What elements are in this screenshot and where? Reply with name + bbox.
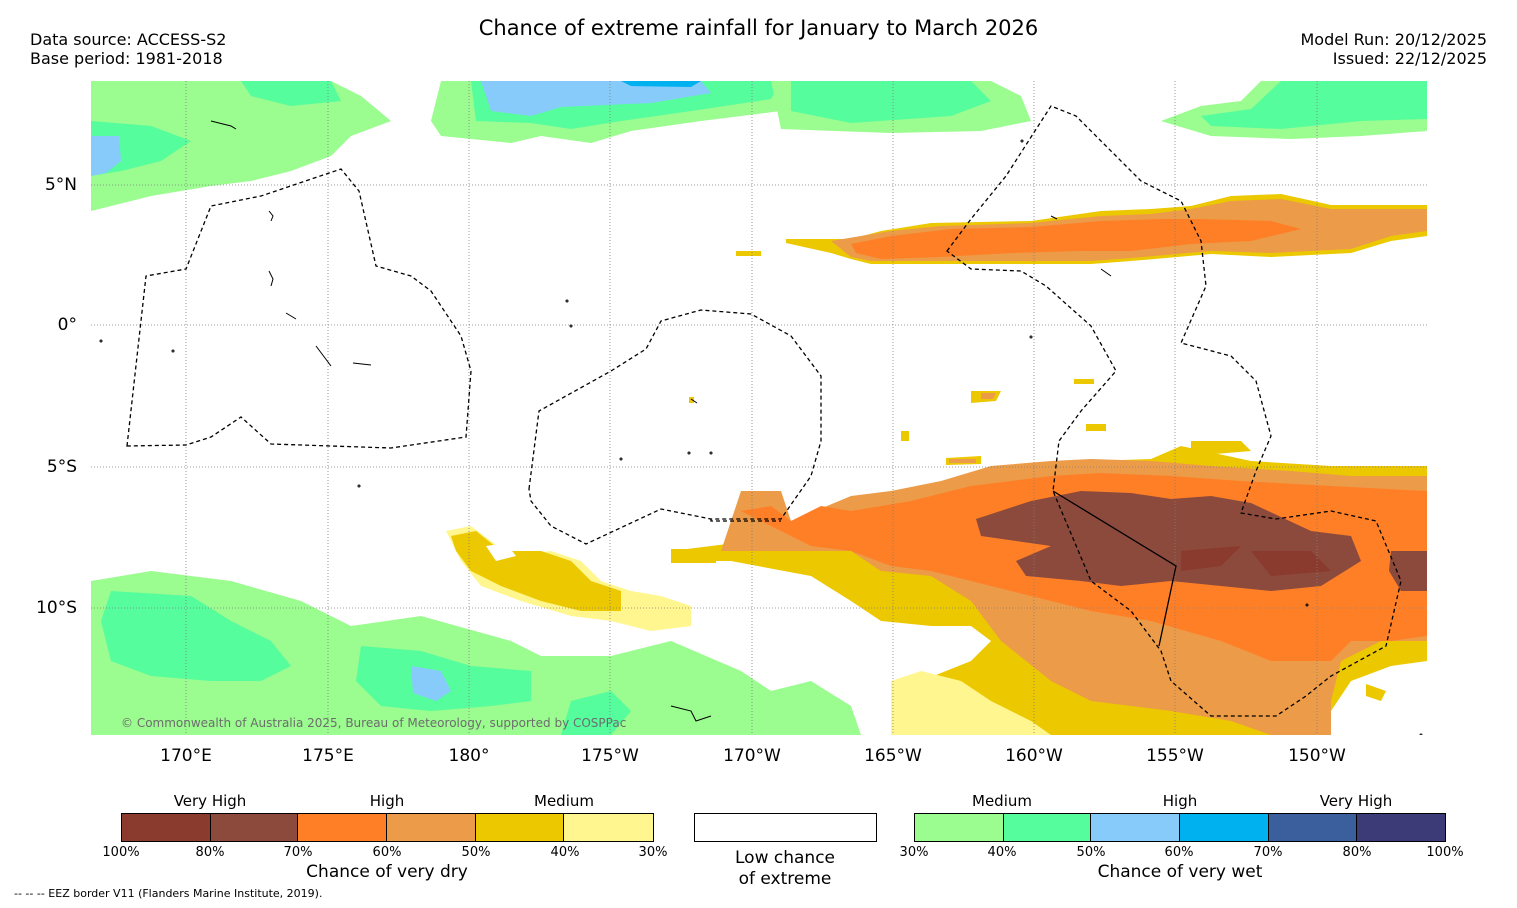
dry-swatch-50-40 (475, 814, 565, 841)
rainfall-map[interactable]: © Commonwealth of Australia 2025, Bureau… (91, 81, 1427, 735)
data-source: Data source: ACCESS-S2 (30, 30, 227, 49)
gridlines (91, 81, 1427, 735)
eez-note: -- -- -- EEZ border V11 (Flanders Marine… (14, 887, 323, 900)
wet-tick: 80% (1342, 845, 1372, 860)
dry-caption: Chance of very dry (306, 862, 468, 882)
lat-label-5s: 5°S (46, 457, 77, 477)
lat-label-0: 0° (57, 315, 77, 335)
wet-region-north (91, 81, 1427, 211)
page-title: Chance of extreme rainfall for January t… (478, 16, 1039, 40)
wet-region-south (91, 571, 861, 735)
wet-colorbar (914, 813, 1446, 842)
wet-tick: 40% (987, 845, 1017, 860)
low-caption-line2: of extreme (738, 869, 832, 889)
lon-label-180: 180° (448, 746, 490, 766)
lon-label-175w: 175°W (581, 746, 639, 766)
dry-swatch-60-50 (387, 814, 476, 841)
wet-tick: 100% (1426, 845, 1464, 860)
low-caption-line1: Low chance (735, 848, 835, 868)
wet-swatch-40-50 (1003, 814, 1092, 841)
wet-swatch-60-70 (1180, 814, 1269, 841)
wet-level-high: High (1162, 792, 1198, 810)
islands (99, 120, 1423, 735)
wet-tick: 60% (1164, 845, 1194, 860)
lon-label-165w: 165°W (864, 746, 922, 766)
dry-region-south (671, 446, 1427, 735)
lon-label-170w: 170°W (723, 746, 781, 766)
issued-date: Issued: 22/12/2025 (1332, 49, 1487, 68)
run-info: Model Run: 20/12/2025 Issued: 22/12/2025 (1301, 30, 1488, 68)
wet-level-medium: Medium (972, 792, 1032, 810)
lat-label-5n: 5°N (44, 175, 77, 195)
wet-swatch-80-100 (1357, 814, 1446, 841)
wet-swatch-70-80 (1268, 814, 1358, 841)
low-caption: Low chance of extreme (685, 848, 885, 890)
dry-swatch-80-70 (210, 814, 299, 841)
model-run: Model Run: 20/12/2025 (1300, 30, 1488, 49)
dry-level-medium: Medium (534, 792, 594, 810)
dry-swatch-40-30 (564, 814, 654, 841)
dry-tick: 70% (283, 845, 313, 860)
eez-solid-border (1052, 490, 1177, 647)
base-period: Base period: 1981-2018 (30, 49, 223, 68)
lon-label-170e: 170°E (160, 746, 212, 766)
wet-caption: Chance of very wet (1097, 862, 1263, 882)
dry-tick: 40% (550, 845, 580, 860)
copyright-text: © Commonwealth of Australia 2025, Bureau… (121, 716, 626, 730)
eez-borders (126, 105, 1402, 717)
scattered-patches (689, 379, 1386, 701)
wet-tick: 50% (1076, 845, 1106, 860)
dry-swatch-100-80 (122, 814, 211, 841)
dry-colorbar (121, 813, 654, 842)
lon-label-175e: 175°E (302, 746, 354, 766)
wet-level-very-high: Very High (1319, 792, 1393, 810)
dry-level-very-high: Very High (173, 792, 247, 810)
dry-tick: 50% (461, 845, 491, 860)
lon-label-155w: 155°W (1146, 746, 1204, 766)
wet-tick: 70% (1253, 845, 1283, 860)
lon-label-160w: 160°W (1005, 746, 1063, 766)
lat-label-10s: 10°S (36, 598, 77, 618)
dry-band-north (736, 194, 1427, 264)
dry-level-high: High (369, 792, 405, 810)
wet-tick: 30% (899, 845, 929, 860)
wet-swatch-30-40 (915, 814, 1004, 841)
dry-tick: 80% (195, 845, 225, 860)
dry-swatch-70-60 (298, 814, 388, 841)
low-chance-swatch (694, 813, 877, 842)
dry-tick: 100% (102, 845, 140, 860)
lon-label-150w: 150°W (1288, 746, 1346, 766)
dry-region-southwest (446, 526, 1051, 735)
wet-swatch-50-60 (1091, 814, 1181, 841)
data-info: Data source: ACCESS-S2 Base period: 1981… (30, 30, 226, 68)
dry-tick: 30% (638, 845, 668, 860)
dry-tick: 60% (372, 845, 402, 860)
